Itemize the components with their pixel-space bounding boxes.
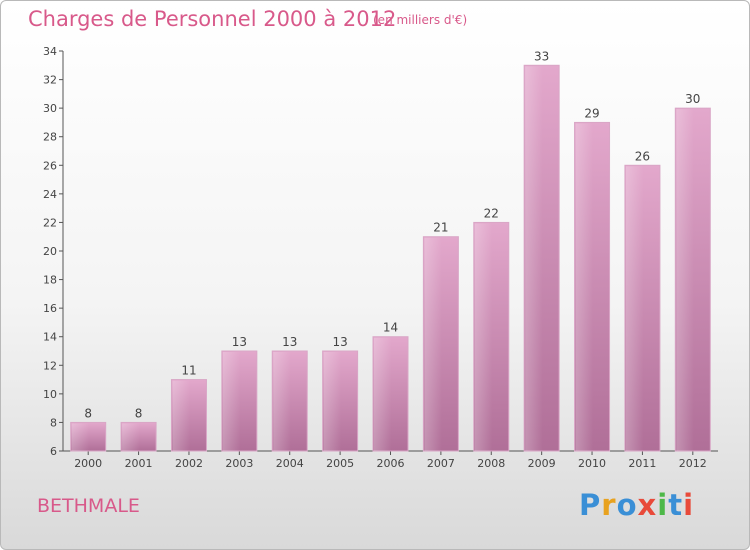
x-tick-label: 2005 <box>326 457 354 470</box>
bar-highlight <box>676 109 694 452</box>
value-label: 21 <box>433 221 448 235</box>
bar-highlight <box>172 380 190 451</box>
x-tick-label: 2003 <box>225 457 253 470</box>
x-tick-label: 2007 <box>427 457 455 470</box>
value-label: 8 <box>84 406 92 420</box>
y-tick-label: 16 <box>43 302 57 315</box>
value-label: 13 <box>282 335 297 349</box>
bars <box>70 64 711 452</box>
y-tick-label: 26 <box>43 159 57 172</box>
y-tick-label: 20 <box>43 245 57 258</box>
bar-highlight <box>575 123 594 451</box>
y-tick-label: 22 <box>43 216 57 229</box>
logo-letter: o <box>616 488 638 522</box>
y-tick-label: 10 <box>43 388 57 401</box>
bar-highlight <box>222 352 241 451</box>
x-tick-label: 2011 <box>628 457 656 470</box>
x-tick-label: 2012 <box>679 457 707 470</box>
y-tick-label: 28 <box>43 131 57 144</box>
y-tick-label: 32 <box>43 74 57 87</box>
x-tick-label: 2010 <box>578 457 606 470</box>
x-tick-label: 2009 <box>528 457 556 470</box>
logo-letter: r <box>601 488 617 522</box>
logo-letter: P <box>579 488 602 522</box>
x-tick-label: 2008 <box>477 457 505 470</box>
bar-highlight <box>374 337 392 451</box>
value-label: 8 <box>135 406 143 420</box>
value-label: 14 <box>383 321 398 335</box>
value-label: 26 <box>635 149 650 163</box>
y-tick-label: 34 <box>43 45 57 58</box>
y-tick-label: 24 <box>43 188 57 201</box>
x-tick-label: 2004 <box>276 457 304 470</box>
value-label: 13 <box>232 335 247 349</box>
value-label: 33 <box>534 49 549 63</box>
commune-name: BETHMALE <box>37 495 140 517</box>
logo-letter: i <box>657 488 669 522</box>
y-tick-label: 8 <box>50 416 57 429</box>
axes: 6 8 10 12 14 16 18 20 22 24 26 28 30 32 34 2000 2001 2002… <box>43 45 718 470</box>
bar-highlight <box>525 66 543 452</box>
chart-subtitle: (en milliers d'€) <box>373 13 468 27</box>
bar-highlight <box>323 352 342 451</box>
logo-letter: t <box>668 488 684 522</box>
y-tick-label: 18 <box>43 274 57 287</box>
y-tick-label: 14 <box>43 331 57 344</box>
bar-highlight <box>474 223 493 451</box>
bar-highlight <box>122 423 140 451</box>
bar-highlight <box>625 166 644 452</box>
x-tick-label: 2006 <box>377 457 405 470</box>
value-label: 22 <box>484 206 499 220</box>
chart-title: Charges de Personnel 2000 à 2012 <box>28 7 397 31</box>
bar-highlight <box>71 423 90 451</box>
value-label: 29 <box>584 106 599 120</box>
value-label: 13 <box>332 335 347 349</box>
x-tick-label: 2001 <box>125 457 153 470</box>
value-label: 30 <box>685 92 700 106</box>
x-tick-label: 2002 <box>175 457 203 470</box>
y-tick-label: 6 <box>50 445 57 458</box>
proxiti-logo: Proxiti <box>579 488 694 522</box>
logo-letter: i <box>683 488 695 522</box>
y-tick-label: 12 <box>43 359 57 372</box>
bar-highlight <box>273 352 291 451</box>
y-tick-label: 30 <box>43 102 57 115</box>
bar-highlight <box>424 237 442 451</box>
value-labels: 8 8 11 13 13 13 14 21 22 33 29 26 30 <box>84 49 700 420</box>
x-tick-label: 2000 <box>74 457 102 470</box>
logo-letter: x <box>637 488 658 522</box>
value-label: 11 <box>181 364 196 378</box>
